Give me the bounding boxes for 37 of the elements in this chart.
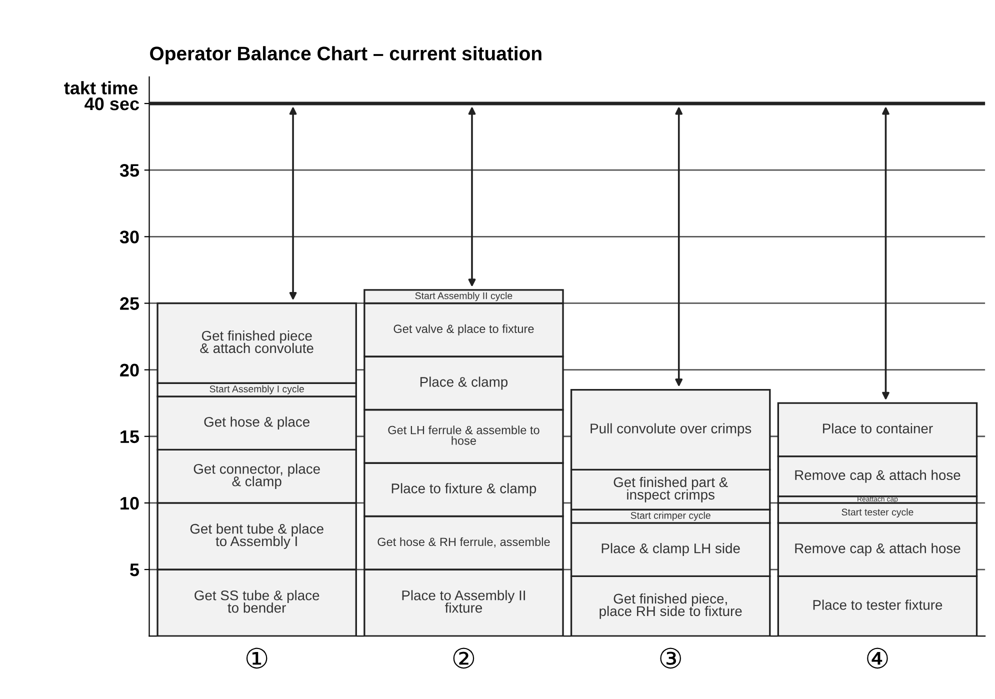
ref-line-label: takt time bbox=[64, 81, 138, 94]
data-label: Remove cap & attach hose bbox=[795, 543, 960, 556]
x-tick-label: ② bbox=[453, 648, 474, 669]
data-label: Remove cap & attach hose bbox=[795, 470, 960, 483]
y-tick-label: 25 bbox=[120, 297, 140, 310]
data-label: Get SS tube & place to bender bbox=[194, 590, 320, 613]
data-label: Get hose & place bbox=[204, 416, 310, 430]
data-label: Get finished piece & attach convolute bbox=[200, 330, 314, 354]
y-tick-label: 20 bbox=[120, 364, 139, 377]
data-label: Get finished piece, place RH side to fixture bbox=[600, 593, 742, 619]
y-tick-label: 35 bbox=[120, 164, 140, 177]
data-label: Place to container bbox=[823, 423, 933, 434]
data-label: Place & clamp bbox=[420, 376, 508, 390]
y-tick-label: 5 bbox=[130, 564, 140, 576]
data-label: Place & clamp LH side bbox=[602, 543, 740, 556]
data-label: Start tester cycle bbox=[842, 508, 914, 518]
data-label: Get valve & place to fixture bbox=[394, 324, 534, 336]
y-tick-label: 30 bbox=[120, 230, 139, 244]
data-label: Start crimper cycle bbox=[630, 512, 710, 521]
data-label: Get connector, place & clamp bbox=[194, 464, 320, 490]
x-tick-label: ① bbox=[246, 648, 268, 669]
data-label: Get hose & RH ferrule, assemble bbox=[378, 537, 550, 548]
data-label: Get LH ferrule & assemble to hose bbox=[388, 426, 540, 445]
chart-title: Operator Balance Chart – current situation bbox=[150, 46, 542, 64]
data-label: Place to Assembly II fixture bbox=[402, 590, 525, 613]
data-label: Place to tester fixture bbox=[813, 600, 942, 610]
y-tick-label: 10 bbox=[120, 496, 139, 510]
x-tick-label: ④ bbox=[867, 648, 888, 669]
data-label: Start Assembly I cycle bbox=[210, 385, 304, 394]
x-tick-label: ③ bbox=[660, 648, 681, 669]
data-label: Pull convolute over crimps bbox=[590, 423, 752, 436]
y-tick-label: 40 sec bbox=[84, 97, 140, 110]
y-tick-label: 15 bbox=[120, 430, 140, 444]
data-label: Start Assembly II cycle bbox=[415, 292, 512, 302]
data-label: Get bent tube & place to Assembly I bbox=[190, 524, 324, 549]
data-label: Place to fixture & clamp bbox=[392, 483, 536, 496]
data-label: Get finished part & inspect crimps bbox=[614, 476, 728, 502]
